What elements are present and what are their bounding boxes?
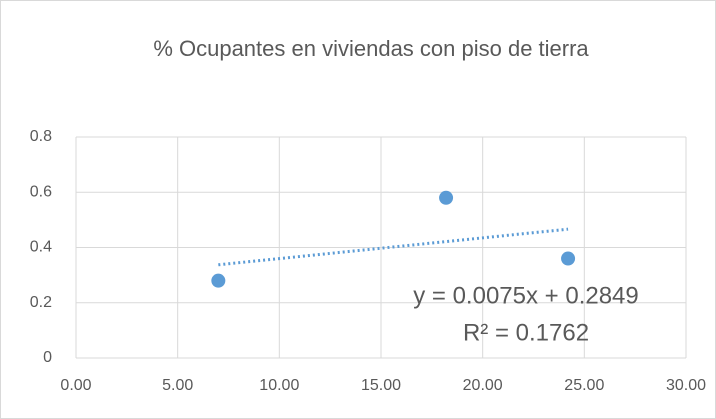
y-tick-label: 0.8 (30, 128, 52, 145)
y-tick-label: 0 (43, 349, 52, 366)
point (439, 190, 454, 205)
x-tick-label: 20.00 (463, 377, 503, 394)
chart-title: % Ocupantes en viviendas con piso de tie… (153, 36, 589, 61)
x-tick-label: 30.00 (666, 377, 706, 394)
trendline-equation: y = 0.0075x + 0.2849 (413, 282, 639, 309)
x-tick-label: 5.00 (162, 377, 193, 394)
y-tick-label: 0.6 (30, 183, 52, 200)
y-tick-label: 0.2 (30, 294, 52, 311)
x-tick-label: 25.00 (564, 377, 604, 394)
x-tick-label: 0.00 (60, 377, 91, 394)
trendline (218, 227, 569, 267)
trendline-r2: R² = 0.1762 (463, 319, 589, 346)
point (211, 273, 226, 288)
point (561, 251, 576, 266)
y-tick-label: 0.4 (30, 239, 52, 256)
x-tick-label: 10.00 (259, 377, 299, 394)
x-tick-label: 15.00 (361, 377, 401, 394)
